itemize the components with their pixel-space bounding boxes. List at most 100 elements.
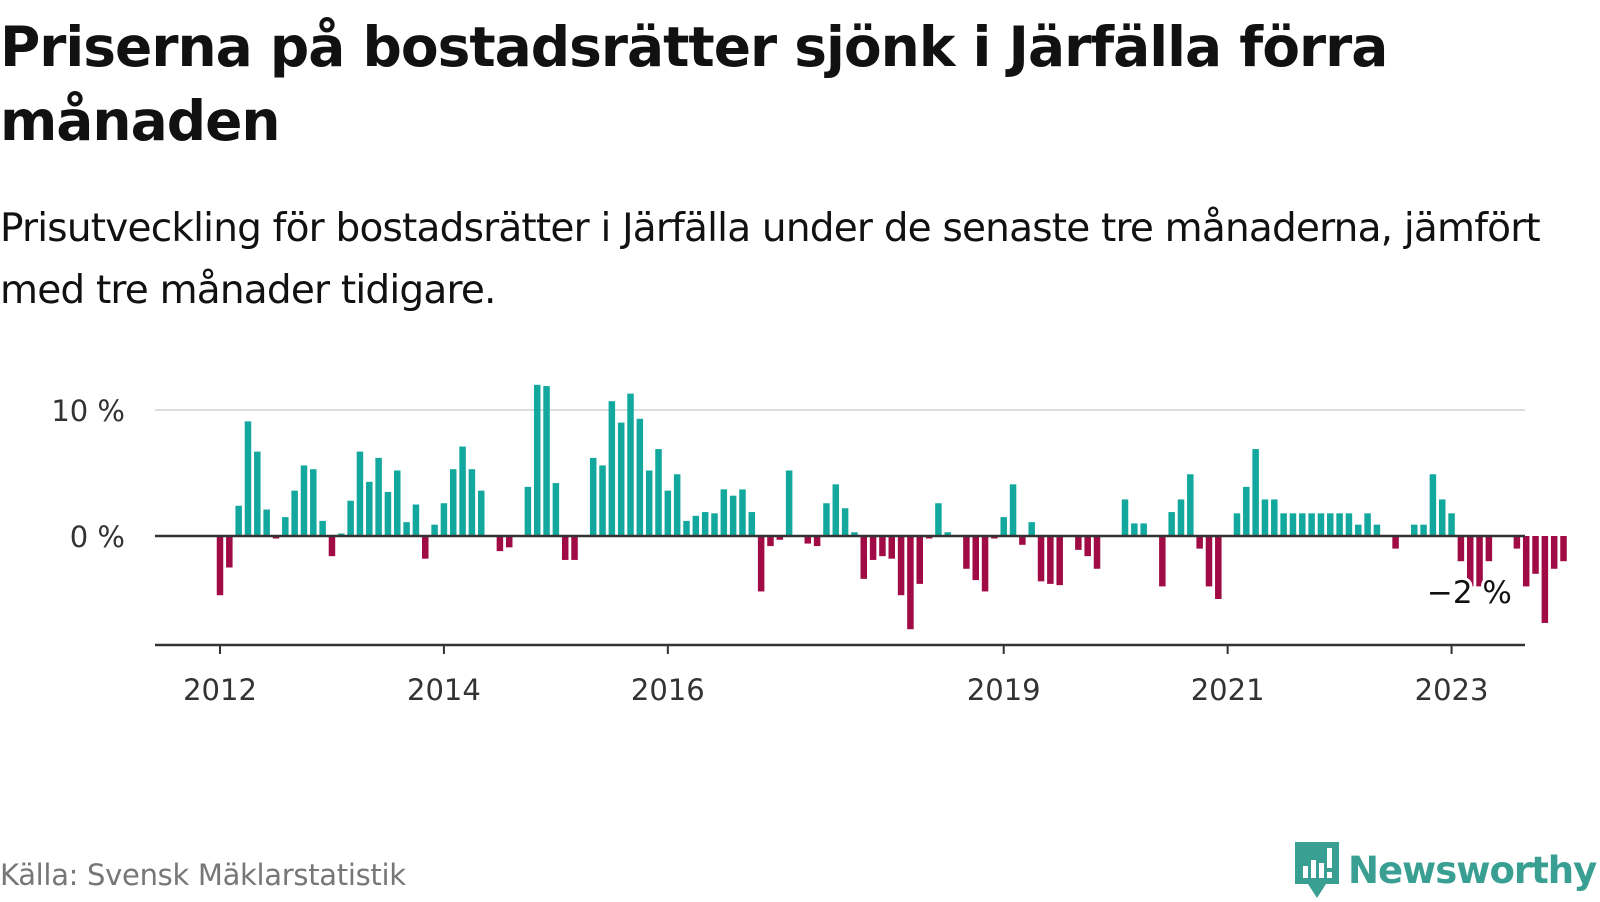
bar <box>1252 449 1259 536</box>
bar <box>226 536 233 568</box>
bar <box>459 446 466 536</box>
bar <box>972 536 979 581</box>
bar <box>608 401 616 536</box>
bar <box>673 474 681 536</box>
bar <box>860 536 868 579</box>
brand-logo: Newsworthy <box>1292 838 1597 902</box>
chart-title: Priserna på bostadsrätter sjönk i Järfäl… <box>0 15 1388 153</box>
source-note: Källa: Svensk Mäklarstatistik <box>0 858 406 892</box>
bar <box>1187 474 1194 536</box>
brand-name: Newsworthy <box>1348 848 1597 892</box>
bar <box>505 536 513 548</box>
bar <box>776 536 784 540</box>
bar <box>1000 517 1007 536</box>
bar <box>1233 513 1241 536</box>
bar <box>617 422 625 536</box>
bar <box>1075 536 1082 550</box>
bar <box>282 517 289 536</box>
bar <box>832 484 840 536</box>
bar <box>1420 524 1427 536</box>
bar <box>888 536 896 559</box>
bar <box>991 536 998 539</box>
bar <box>897 536 905 596</box>
bar <box>645 470 653 536</box>
bar <box>1159 536 1166 587</box>
bar <box>944 532 951 536</box>
bar <box>1457 536 1465 562</box>
bar <box>403 522 410 536</box>
bar <box>244 421 252 536</box>
bar <box>1522 536 1530 587</box>
bar <box>1327 513 1334 536</box>
bar <box>1177 499 1185 536</box>
bar <box>1205 536 1213 587</box>
bar <box>440 503 448 536</box>
bar <box>1215 536 1222 599</box>
bar <box>552 483 560 536</box>
bar <box>925 536 933 539</box>
bar <box>935 503 942 536</box>
x-tick-label: 2016 <box>631 673 705 707</box>
bar <box>1345 513 1353 536</box>
bar <box>1448 513 1455 536</box>
bar <box>1541 536 1549 623</box>
bar <box>1009 484 1017 536</box>
bar <box>664 490 672 536</box>
bar <box>1550 536 1558 569</box>
bar <box>1140 523 1147 536</box>
bar <box>468 469 476 536</box>
value-annotation: −2 % <box>1427 575 1512 611</box>
bar <box>1308 513 1315 536</box>
bar <box>1317 513 1325 536</box>
bar <box>338 533 345 536</box>
bar <box>748 512 756 536</box>
bar <box>422 536 429 559</box>
bar <box>1243 486 1250 536</box>
bar <box>963 536 970 569</box>
bar <box>310 469 317 536</box>
bar <box>1028 522 1035 536</box>
bar <box>1280 513 1287 536</box>
bar <box>739 489 746 536</box>
chart-subtitle: Prisutveckling för bostadsrätter i Järfä… <box>0 206 1541 313</box>
bar <box>692 515 700 536</box>
bar <box>1093 536 1101 569</box>
bar <box>450 469 457 536</box>
bar <box>841 508 849 536</box>
bar <box>720 489 728 536</box>
newsworthy-logo-icon <box>1295 842 1339 898</box>
bar <box>1037 536 1045 582</box>
x-tick-label: 2012 <box>183 673 257 707</box>
bar <box>1560 536 1567 562</box>
bar <box>823 503 830 536</box>
bar <box>636 418 644 536</box>
bar <box>543 386 550 536</box>
bar <box>1513 536 1521 549</box>
bar <box>1168 512 1175 536</box>
x-tick-label: 2023 <box>1415 673 1489 707</box>
bar <box>589 457 597 536</box>
bar <box>916 536 923 584</box>
bar <box>1299 513 1306 536</box>
bar <box>319 520 326 536</box>
bar <box>235 505 242 536</box>
bar <box>394 470 401 536</box>
bar <box>757 536 765 592</box>
bar <box>1336 513 1343 536</box>
bar <box>533 384 541 536</box>
bar <box>347 500 354 536</box>
bar <box>1019 536 1026 545</box>
bar <box>1373 524 1381 536</box>
bar <box>1429 474 1437 536</box>
bar <box>1364 513 1371 536</box>
bar <box>263 509 270 536</box>
bar <box>291 490 298 536</box>
x-tick-label: 2014 <box>407 673 481 707</box>
bar <box>571 536 578 560</box>
x-tick-label: 2021 <box>1191 673 1265 707</box>
bar <box>1271 499 1278 536</box>
bar <box>804 536 812 544</box>
bar <box>561 536 569 560</box>
bar <box>729 495 737 536</box>
bar <box>869 536 877 560</box>
